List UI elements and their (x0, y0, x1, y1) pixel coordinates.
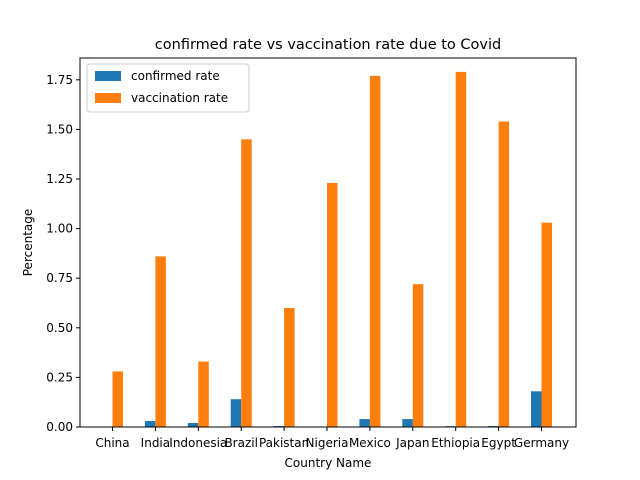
y-tick-label: 1.00 (46, 222, 73, 236)
legend-swatch-confirmed-rate (95, 71, 121, 81)
bar-confirmed-rate-brazil (230, 399, 242, 427)
x-tick-label: Japan (395, 436, 429, 450)
x-tick-label: China (95, 436, 129, 450)
x-tick-label: Nigeria (306, 436, 349, 450)
legend: confirmed rate vaccination rate (86, 63, 250, 113)
y-tick-label: 1.50 (46, 122, 73, 136)
y-tick-label: 0.25 (46, 370, 73, 384)
bar-vaccination-rate-mexico (369, 75, 381, 427)
y-tick-label: 0.50 (46, 321, 73, 335)
y-axis: 0.00 0.25 0.50 0.75 1.00 1.25 1.50 1.75 (46, 73, 80, 434)
x-tick-label: Ethiopia (431, 436, 480, 450)
legend-label-vaccination-rate: vaccination rate (131, 91, 228, 105)
bar-vaccination-rate-indonesia (198, 361, 209, 427)
bar-confirmed-rate-mexico (359, 419, 370, 427)
plot-frame (79, 57, 577, 428)
x-tick-label: Egypt (481, 436, 516, 450)
y-tick-label: 1.75 (46, 73, 73, 87)
y-tick-label: 0.00 (46, 420, 73, 434)
bar-vaccination-rate-brazil (241, 139, 252, 427)
legend-box (86, 63, 250, 113)
x-tick-label: Germany (514, 436, 569, 450)
bar-vaccination-rate-pakistan (284, 307, 295, 427)
x-axis-label: Country Name (285, 456, 372, 470)
y-tick-label: 1.25 (46, 172, 73, 186)
x-tick-label: Indonesia (169, 436, 227, 450)
bar-vaccination-rate-japan (412, 284, 424, 427)
bar-confirmed-rate-germany (531, 391, 542, 427)
bar-vaccination-rate-egypt (498, 121, 510, 427)
bar-vaccination-rate-india (155, 256, 166, 427)
bar-vaccination-rate-germany (541, 222, 552, 427)
legend-swatch-vaccination-rate (95, 93, 121, 103)
bars-group (112, 71, 552, 427)
bar-vaccination-rate-ethiopia (455, 71, 467, 427)
x-tick-label: Mexico (349, 436, 391, 450)
bar-vaccination-rate-nigeria (327, 182, 338, 427)
chart-title: confirmed rate vs vaccination rate due t… (155, 37, 501, 53)
bar-confirmed-rate-japan (402, 419, 413, 427)
x-tick-label: Pakistan (259, 436, 309, 450)
x-tick-label: Brazil (224, 436, 258, 450)
y-axis-label: Percentage (21, 209, 35, 277)
x-tick-label: India (141, 436, 170, 450)
bar-vaccination-rate-china (112, 371, 123, 427)
bar-confirmed-rate-india (144, 421, 156, 427)
bar-confirmed-rate-indonesia (187, 423, 199, 427)
y-tick-label: 0.75 (46, 271, 73, 285)
legend-label-confirmed-rate: confirmed rate (131, 69, 220, 83)
